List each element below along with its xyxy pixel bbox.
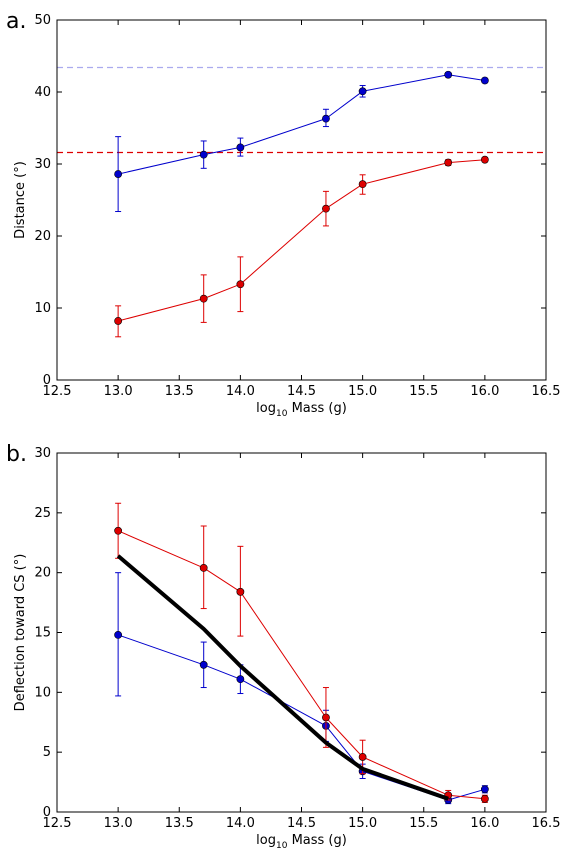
series-line — [117, 159, 485, 322]
x-tick-label: 16.5 — [532, 384, 561, 399]
series-2 — [114, 502, 489, 803]
x-axis-label-log: log — [256, 401, 276, 416]
y-tick-label: 30 — [34, 157, 51, 172]
data-point — [358, 180, 367, 189]
y-tick-label: 50 — [34, 13, 51, 28]
data-point — [236, 280, 245, 289]
y-tick-label: 15 — [34, 626, 51, 641]
data-point — [236, 143, 245, 152]
y-tick-label: 40 — [34, 85, 51, 100]
data-point — [358, 87, 367, 96]
data-point — [199, 660, 208, 669]
x-tick-label: 12.5 — [43, 816, 72, 831]
x-tick-label: 15.0 — [348, 384, 377, 399]
data-point — [114, 170, 123, 178]
thick-series-line — [116, 554, 449, 801]
x-tick-label: 15.5 — [409, 384, 438, 399]
y-tick-label: 10 — [34, 301, 51, 316]
x-tick-label: 14.0 — [226, 816, 255, 831]
plot-frame — [56, 19, 547, 381]
x-axis-label-units: Mass (g) — [287, 401, 346, 416]
x-tick-label: 16.0 — [470, 816, 499, 831]
data-point — [444, 158, 453, 167]
y-tick-label: 25 — [34, 506, 51, 521]
data-point — [358, 753, 367, 761]
data-point — [114, 317, 123, 325]
data-point — [236, 675, 245, 684]
plot-frame — [56, 452, 547, 813]
series-2 — [114, 155, 489, 338]
data-point — [322, 713, 330, 722]
y-tick-label: 0 — [43, 373, 51, 388]
data-point — [236, 587, 245, 596]
series-1 — [114, 572, 489, 805]
data-point — [480, 785, 489, 794]
x-axis-label-subscript: 10 — [276, 841, 288, 851]
y-axis-label: Deflection toward CS (°) — [13, 554, 28, 712]
y-tick-label: 20 — [34, 229, 51, 244]
x-axis-label-units: Mass (g) — [287, 833, 346, 848]
x-axis-label: log10 Mass (g) — [256, 401, 347, 419]
panel-label: a. — [6, 9, 26, 34]
x-tick-label: 14.5 — [287, 384, 316, 399]
y-tick-label: 0 — [43, 805, 51, 820]
series-1 — [114, 70, 489, 213]
data-point — [480, 155, 489, 164]
panel-label: b. — [6, 442, 27, 467]
data-point — [114, 526, 123, 535]
series-line — [117, 74, 485, 175]
data-point — [480, 76, 489, 85]
data-point — [199, 150, 208, 159]
data-point — [444, 70, 453, 79]
series-line — [117, 530, 485, 800]
series-3 — [116, 554, 449, 801]
x-tick-label: 12.5 — [43, 384, 72, 399]
x-tick-label: 13.0 — [104, 816, 133, 831]
data-point — [480, 794, 489, 803]
data-point — [199, 294, 208, 303]
series-line — [117, 634, 486, 801]
y-axis-label: Distance (°) — [13, 161, 28, 239]
y-tick-label: 10 — [34, 685, 51, 700]
x-tick-label: 16.0 — [470, 384, 499, 399]
x-tick-label: 14.5 — [287, 816, 316, 831]
x-tick-label: 13.5 — [165, 816, 194, 831]
x-axis-label-subscript: 10 — [276, 409, 288, 419]
x-tick-label: 15.5 — [409, 816, 438, 831]
data-point — [322, 114, 330, 123]
chart-panel-a: a. 12.5 13.0 13.5 14.0 14.5 15.0 15.5 16.0 16.5 0 1… — [6, 9, 560, 419]
x-axis-label: log10 Mass (g) — [256, 833, 347, 851]
y-tick-label: 30 — [34, 446, 51, 461]
y-tick-label: 5 — [43, 745, 51, 760]
data-point — [199, 563, 208, 572]
data-point — [114, 630, 123, 639]
x-axis-label-log: log — [256, 833, 276, 848]
x-tick-label: 13.0 — [104, 384, 133, 399]
x-tick-label: 16.5 — [532, 816, 561, 831]
x-tick-label: 15.0 — [348, 816, 377, 831]
x-tick-label: 14.0 — [226, 384, 255, 399]
data-point — [322, 204, 330, 213]
chart-panel-b: b. 12.5 13.0 13.5 14.0 14.5 15.0 15.5 16.0 16.5 0 5… — [6, 442, 560, 851]
y-tick-label: 20 — [34, 566, 51, 581]
x-tick-label: 13.5 — [165, 384, 194, 399]
